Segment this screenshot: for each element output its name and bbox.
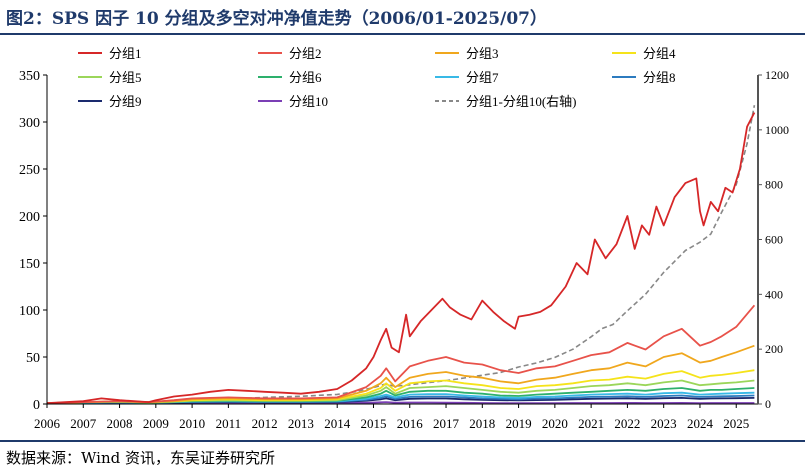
source-rule [0, 440, 805, 442]
y-left-tick-label: 300 [19, 116, 40, 131]
x-tick-label: 2013 [288, 416, 314, 431]
legend-label-7: 分组7 [466, 70, 499, 85]
y-right-tick-label: 200 [765, 342, 783, 356]
y-left-tick-label: 200 [19, 210, 40, 225]
legend-label-9: 分组9 [109, 94, 142, 109]
source-note: 数据来源：Wind 资讯，东吴证券研究所 [6, 449, 275, 467]
x-tick-label: 2022 [614, 416, 640, 431]
y-left-tick-label: 350 [19, 69, 40, 84]
y-right-tick-label: 800 [765, 178, 783, 192]
y-left-tick-label: 0 [33, 398, 40, 413]
x-tick-label: 2024 [687, 416, 714, 431]
legend-layer: 分组1 分组2 分组3 分组4 分组5 分组6 分组7 分组8 分组9 分组10 分组1-分组10(… [78, 46, 676, 109]
series-line-3 [46, 344, 755, 404]
x-tick-label: 2019 [506, 416, 532, 431]
series-line-11 [46, 105, 756, 405]
x-tick-label: 2017 [433, 416, 460, 431]
y-right-tick-label: 1000 [765, 123, 789, 137]
x-tick-label: 2011 [216, 416, 242, 431]
y-left-tick-label: 50 [26, 351, 40, 366]
y-right-tick-label: 600 [765, 233, 783, 247]
axis-layer: 0 50 100 150 200 250 300 350 0 200 400 600 800 1000 12… [19, 68, 789, 431]
y-right-tick-label: 0 [765, 397, 771, 411]
x-tick-label: 2021 [578, 416, 604, 431]
x-tick-label: 2020 [542, 416, 568, 431]
legend-label-3: 分组3 [466, 46, 499, 61]
legend-label-6: 分组6 [289, 70, 322, 85]
y-left-tick-label: 150 [19, 257, 40, 272]
y-right-tick-label: 1200 [765, 68, 789, 82]
legend-label-2: 分组2 [289, 46, 322, 61]
y-left-tick-label: 250 [19, 163, 40, 178]
x-tick-label: 2006 [34, 416, 61, 431]
legend-label-1: 分组1 [109, 46, 142, 61]
legend-label-11: 分组1-分组10(右轴) [466, 94, 577, 109]
x-tick-label: 2025 [723, 416, 749, 431]
x-tick-label: 2014 [324, 416, 351, 431]
legend-label-5: 分组5 [109, 70, 142, 85]
x-tick-label: 2007 [70, 416, 97, 431]
y-right-tick-label: 400 [765, 287, 783, 301]
y-left-tick-label: 100 [19, 304, 40, 319]
chart-title: 图2：SPS 因子 10 分组及多空对冲净值走势（2006/01-2025/07… [6, 9, 547, 29]
x-tick-label: 2010 [179, 416, 205, 431]
x-tick-label: 2023 [651, 416, 677, 431]
x-tick-label: 2016 [397, 416, 424, 431]
x-tick-label: 2015 [360, 416, 386, 431]
title-rule [0, 33, 805, 35]
x-tick-label: 2008 [107, 416, 133, 431]
chart: 0 50 100 150 200 250 300 350 0 200 400 600 800 1000 12… [19, 46, 789, 431]
legend-label-10: 分组10 [289, 94, 328, 109]
series-layer [46, 105, 756, 405]
series-line-1 [46, 112, 756, 404]
x-tick-label: 2012 [252, 416, 278, 431]
legend-label-4: 分组4 [643, 46, 676, 61]
series-line-2 [46, 304, 756, 404]
x-tick-label: 2018 [469, 416, 495, 431]
x-tick-label: 2009 [143, 416, 169, 431]
legend-label-8: 分组8 [643, 70, 676, 85]
